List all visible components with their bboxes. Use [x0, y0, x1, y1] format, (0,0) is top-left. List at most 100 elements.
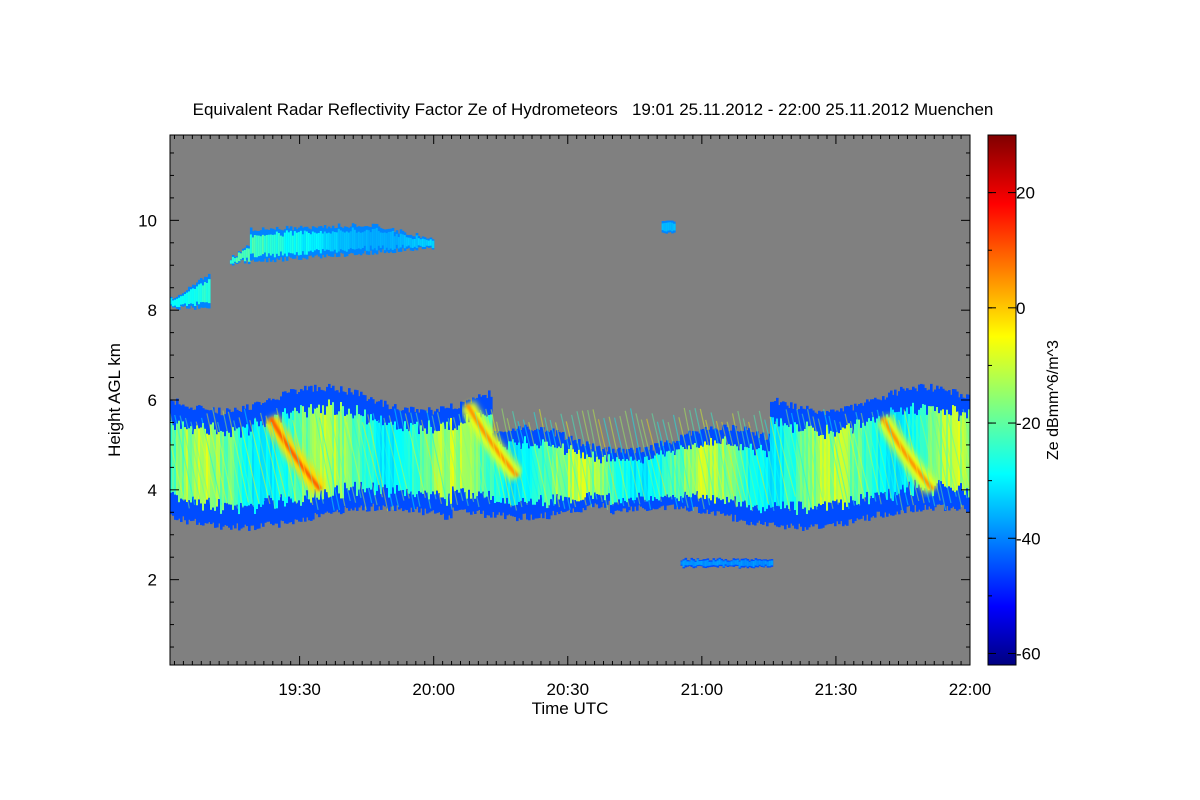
echo-cell: [660, 450, 663, 497]
echo-cell: [714, 440, 717, 504]
streak-line: [490, 409, 512, 508]
echo-cell: [224, 436, 227, 503]
streak-line: [785, 409, 807, 505]
streak-line: [217, 422, 239, 509]
echo-cell: [616, 457, 619, 503]
streak-line: [367, 414, 389, 512]
echo-cell: [235, 257, 239, 263]
echo-cell: [732, 446, 735, 501]
echo-cell: [329, 233, 333, 252]
echo-cell: [916, 415, 919, 488]
echo-cell: [776, 418, 779, 506]
echo-cell: [248, 435, 251, 506]
streak-line: [200, 417, 223, 506]
echo-cell: [682, 446, 685, 498]
echo-cell: [966, 418, 969, 489]
echo-cell: [496, 446, 499, 502]
echo-cell: [928, 406, 931, 491]
echo-cell: [354, 415, 357, 482]
chart-title: Equivalent Radar Reflectivity Factor Ze …: [193, 100, 994, 119]
echo-cell: [337, 228, 341, 252]
echo-cell: [852, 433, 855, 501]
echo-cell: [379, 232, 383, 248]
echo-cell: [658, 454, 661, 501]
echo-cell: [522, 443, 525, 498]
echo-cell: [183, 294, 187, 304]
echo-cell: [299, 230, 303, 255]
echo-cell: [700, 560, 704, 566]
echo-cell: [246, 424, 249, 507]
streak-line: [238, 417, 260, 504]
echo-cell: [764, 450, 767, 512]
echo-cell: [374, 419, 377, 496]
echo-cell: [828, 433, 831, 503]
echo-cell: [758, 448, 761, 511]
echo-cell: [444, 429, 447, 500]
echo-cell: [316, 407, 319, 498]
echo-cell: [486, 416, 489, 497]
echo-cell: [364, 409, 367, 493]
echo-cell: [682, 560, 686, 568]
echo-cell: [378, 422, 381, 485]
streak-line: [924, 416, 947, 511]
echo-cell: [694, 443, 697, 495]
echo-cell: [702, 560, 706, 567]
echo-cell: [688, 445, 691, 497]
echo-cell: [622, 459, 625, 499]
streak-line: [565, 421, 587, 506]
streak-line: [410, 412, 432, 509]
echo-cell: [604, 454, 607, 501]
echo-cell: [208, 434, 211, 498]
echo-cell: [572, 449, 575, 500]
echo-cell: [558, 446, 561, 500]
streak-line: [930, 412, 952, 504]
streak-line: [174, 414, 196, 505]
echo-cell: [448, 429, 451, 494]
echo-cell: [538, 448, 541, 500]
colorbar-ticks: 20 0 -20 -40 -60: [988, 134, 1041, 663]
echo-cell: [862, 422, 865, 499]
echo-cell: [706, 559, 710, 566]
streak-line: [458, 413, 480, 508]
streak-line: [769, 416, 791, 512]
echo-cell: [762, 560, 766, 567]
x-tick-label: 21:00: [681, 680, 724, 699]
echo-cell: [482, 414, 485, 492]
echo-cell: [293, 231, 297, 255]
streak-line: [436, 412, 459, 506]
echo-cell: [328, 399, 331, 498]
echo-cell: [566, 453, 569, 498]
echo-cell: [661, 223, 665, 231]
echo-cell: [810, 425, 813, 508]
echo-cell: [634, 459, 637, 501]
echo-cell: [936, 407, 939, 484]
echo-cell: [263, 235, 267, 253]
echo-cell: [384, 422, 387, 485]
echo-cell: [170, 298, 173, 305]
echo-cell: [360, 415, 363, 482]
echo-cell: [872, 417, 875, 499]
echo-cell: [198, 428, 201, 500]
echo-cell: [800, 431, 803, 502]
echo-cell: [584, 458, 587, 498]
echo-cell: [596, 456, 599, 495]
echo-cell: [864, 425, 867, 498]
streak-line: [678, 417, 700, 502]
echo-cell: [438, 430, 441, 494]
echo-cell: [191, 288, 195, 304]
echo-cell: [230, 437, 233, 505]
echo-cell: [662, 454, 665, 498]
streak-line: [308, 407, 330, 499]
streak-line: [377, 419, 400, 508]
streak-line: [849, 420, 872, 499]
echo-cell: [285, 230, 289, 257]
echo-cell: [724, 560, 728, 565]
echo-cell: [310, 404, 313, 503]
echo-cell: [265, 235, 269, 257]
echo-cell: [686, 449, 689, 495]
echo-cell: [268, 424, 271, 496]
echo-upper-cirrus-layer: [170, 223, 435, 310]
echo-cell: [357, 231, 361, 249]
echo-cell: [738, 450, 741, 502]
echo-fall-streak-max-2: [460, 400, 524, 482]
